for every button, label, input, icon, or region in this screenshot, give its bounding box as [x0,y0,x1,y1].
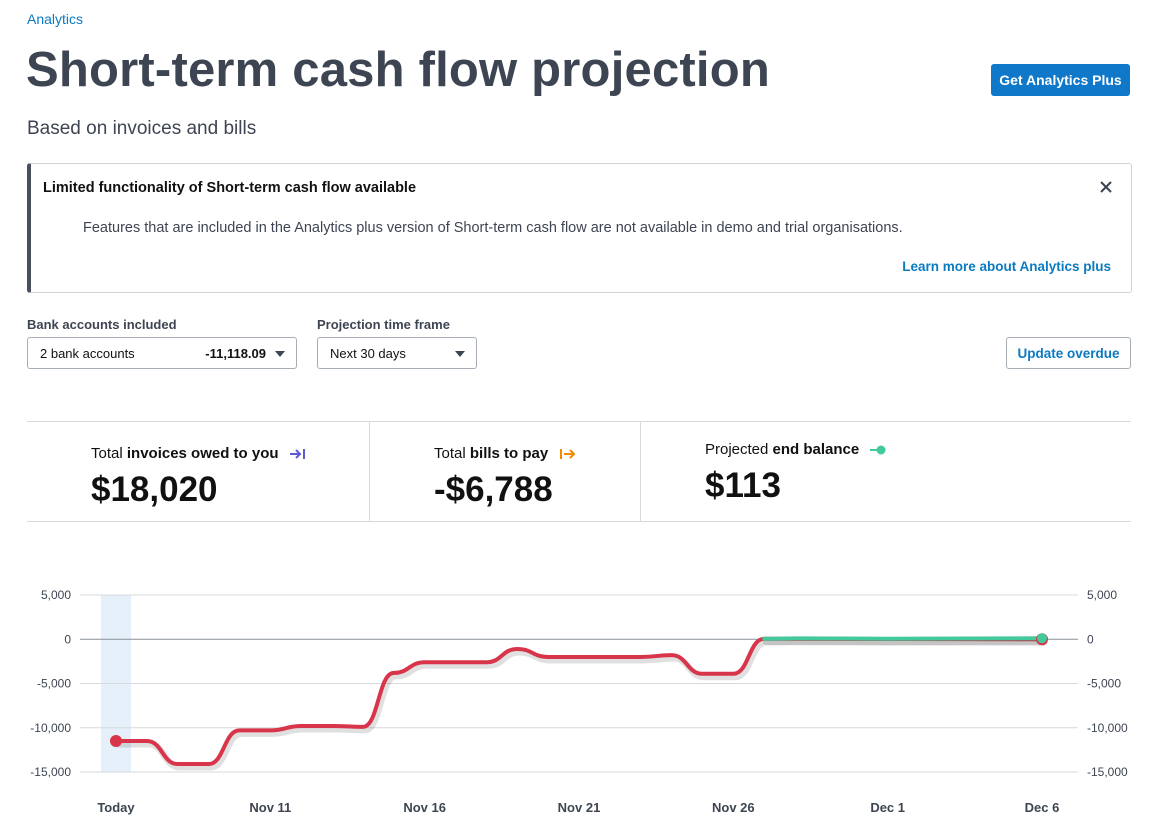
bank-accounts-select[interactable]: 2 bank accounts -11,118.09 [27,337,297,369]
x-tick-label: Today [97,800,135,815]
end-point-marker-positive [1037,633,1047,644]
x-tick-label: Nov 26 [712,800,755,815]
y-tick-label-left: -10,000 [30,721,71,735]
bills-metric[interactable]: Total bills to pay -$6,788 [434,445,576,510]
summary-divider [369,422,370,522]
cash-flow-chart: 5,000 5,000 0 0 -5,000 -5,000 -10,000 -10,000 -1… [30,588,1128,815]
invoices-metric[interactable]: Total invoices owed to you $18,020 [91,445,307,510]
x-tick-label: Dec 6 [1025,800,1060,815]
y-tick-label-right: -10,000 [1087,721,1128,735]
bills-label: Total bills to pay [434,445,576,462]
breadcrumb-analytics[interactable]: Analytics [27,11,84,27]
end-balance-label: Projected end balance [705,441,887,458]
arrow-in-icon [289,448,305,459]
x-tick-label: Dec 1 [870,800,905,815]
bills-value: -$6,788 [434,470,553,509]
close-icon[interactable] [1097,178,1115,196]
start-point-marker [110,735,122,748]
learn-more-link[interactable]: Learn more about Analytics plus [902,259,1111,274]
x-tick-label: Nov 11 [249,800,291,815]
y-tick-label-right: -15,000 [1087,765,1128,779]
balance-dot-icon [870,445,886,454]
update-overdue-button[interactable]: Update overdue [1006,337,1131,369]
y-tick-label-left: 5,000 [41,588,71,602]
y-tick-label-left: -5,000 [37,677,71,691]
notice-title: Limited functionality of Short-term cash… [43,180,417,196]
time-frame-value: Next 30 days [330,346,406,361]
x-tick-label: Nov 21 [558,800,601,815]
summary-divider [640,422,641,522]
y-tick-label-right: 0 [1087,632,1094,646]
bank-accounts-label: Bank accounts included [27,317,177,332]
end-balance-value: $113 [705,466,781,505]
x-tick-label: Nov 16 [403,800,446,815]
summary-panel: Total invoices owed to you $18,020 Total… [27,421,1131,522]
balance-line [114,636,1044,767]
chevron-down-icon [455,351,465,357]
time-frame-select[interactable]: Next 30 days [317,337,477,369]
bank-accounts-amount: -11,118.09 [205,346,266,361]
invoices-value: $18,020 [91,470,218,509]
time-frame-label: Projection time frame [317,317,450,332]
notice-body: Features that are included in the Analyt… [83,220,903,236]
series-shadow [114,638,1048,771]
limited-functionality-notice: Limited functionality of Short-term cash… [27,163,1132,293]
positive-balance-line [762,636,1044,641]
page-title: Short-term cash flow projection [26,43,770,97]
end-balance-metric[interactable]: Projected end balance $113 [705,441,887,506]
chevron-down-icon [275,351,285,357]
y-tick-label-right: -5,000 [1087,677,1121,691]
bank-accounts-value: 2 bank accounts [40,346,135,361]
page-subtitle: Based on invoices and bills [27,118,257,139]
y-tick-label-left: -15,000 [30,765,71,779]
arrow-out-icon [560,448,576,459]
y-tick-label-left: 0 [64,632,71,646]
series-shadow [762,637,1048,646]
invoices-label: Total invoices owed to you [91,445,307,462]
y-tick-label-right: 5,000 [1087,588,1117,602]
get-analytics-plus-button[interactable]: Get Analytics Plus [991,64,1130,96]
